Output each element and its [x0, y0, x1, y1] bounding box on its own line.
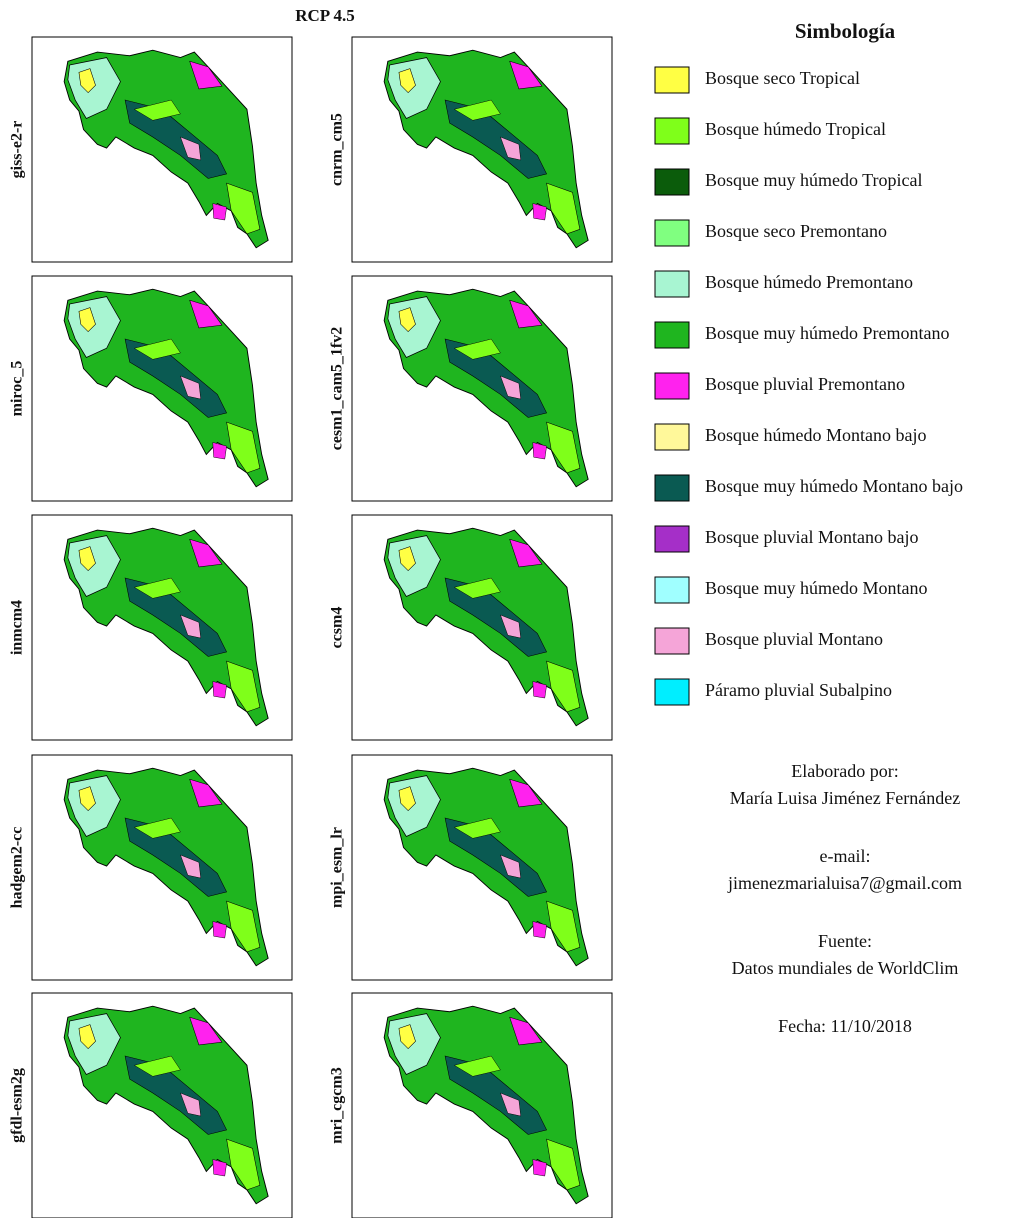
- credit-text: Fecha: 11/10/2018: [778, 1016, 912, 1036]
- panel-label: giss-e2-r: [9, 121, 26, 179]
- legend-swatch: [655, 67, 689, 93]
- credit-text: María Luisa Jiménez Fernández: [730, 788, 960, 808]
- panel-label: inmcm4: [9, 600, 26, 655]
- legend-label: Bosque seco Premontano: [705, 221, 887, 241]
- legend-swatch: [655, 322, 689, 348]
- legend-label: Bosque húmedo Tropical: [705, 119, 886, 139]
- credit-text: Datos mundiales de WorldClim: [732, 958, 959, 978]
- legend-title: Simbología: [795, 19, 896, 43]
- legend-swatch: [655, 526, 689, 552]
- panel-label: mri_cgcm3: [329, 1067, 346, 1143]
- panel-label: gfdl-esm2g: [9, 1068, 26, 1143]
- legend-swatch: [655, 424, 689, 450]
- credit-text: Fuente:: [818, 931, 872, 951]
- figure-title: RCP 4.5: [295, 6, 355, 25]
- legend-swatch: [655, 220, 689, 246]
- legend-swatch: [655, 577, 689, 603]
- legend-label: Bosque seco Tropical: [705, 68, 860, 88]
- legend-label: Páramo pluvial Subalpino: [705, 680, 892, 700]
- legend-label: Bosque muy húmedo Montano bajo: [705, 476, 963, 496]
- legend-label: Bosque pluvial Montano: [705, 629, 883, 649]
- legend-swatch: [655, 373, 689, 399]
- panel-label: cesm1_cam5_1fv2: [329, 327, 346, 451]
- legend-label: Bosque pluvial Premontano: [705, 374, 905, 394]
- credit-text: jimenezmarialuisa7@gmail.com: [727, 873, 962, 893]
- panel-label: mpi_esm_lr: [329, 827, 346, 908]
- panel-label: cnrm_cm5: [329, 113, 346, 186]
- legend-label: Bosque muy húmedo Tropical: [705, 170, 923, 190]
- legend-swatch: [655, 118, 689, 144]
- credit-text: Elaborado por:: [791, 761, 898, 781]
- legend-label: Bosque muy húmedo Premontano: [705, 323, 949, 343]
- legend-swatch: [655, 271, 689, 297]
- figure: RCP 4.5 Simbología Elaborado por: María …: [0, 0, 1024, 1218]
- legend-swatch: [655, 169, 689, 195]
- legend-label: Bosque pluvial Montano bajo: [705, 527, 918, 547]
- legend-label: Bosque húmedo Montano bajo: [705, 425, 926, 445]
- panel-label: miroc_5: [9, 361, 26, 417]
- legend-swatch: [655, 628, 689, 654]
- credit-text: e-mail:: [820, 846, 871, 866]
- page: RCP 4.5 Simbología Elaborado por: María …: [0, 0, 1024, 1218]
- legend-label: Bosque húmedo Premontano: [705, 272, 913, 292]
- legend-swatch: [655, 679, 689, 705]
- panel-label: ccsm4: [329, 607, 346, 649]
- legend-label: Bosque muy húmedo Montano: [705, 578, 928, 598]
- legend-swatch: [655, 475, 689, 501]
- panel-label: hadgem2-cc: [9, 827, 26, 909]
